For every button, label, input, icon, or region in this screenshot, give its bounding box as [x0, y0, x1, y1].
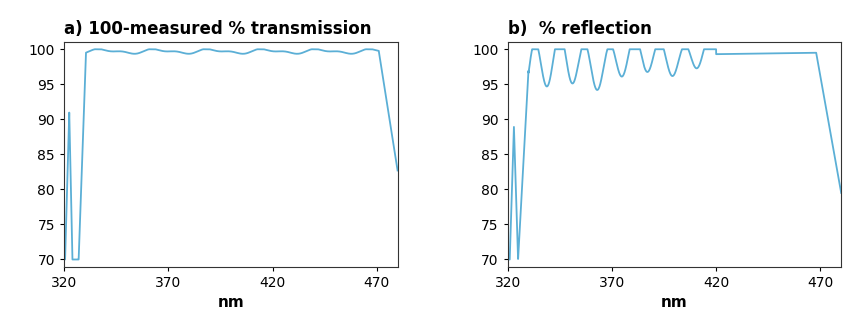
- X-axis label: nm: nm: [218, 295, 244, 310]
- X-axis label: nm: nm: [660, 295, 687, 310]
- Text: b)  % reflection: b) % reflection: [507, 20, 651, 38]
- Text: a) 100-measured % transmission: a) 100-measured % transmission: [64, 20, 371, 38]
